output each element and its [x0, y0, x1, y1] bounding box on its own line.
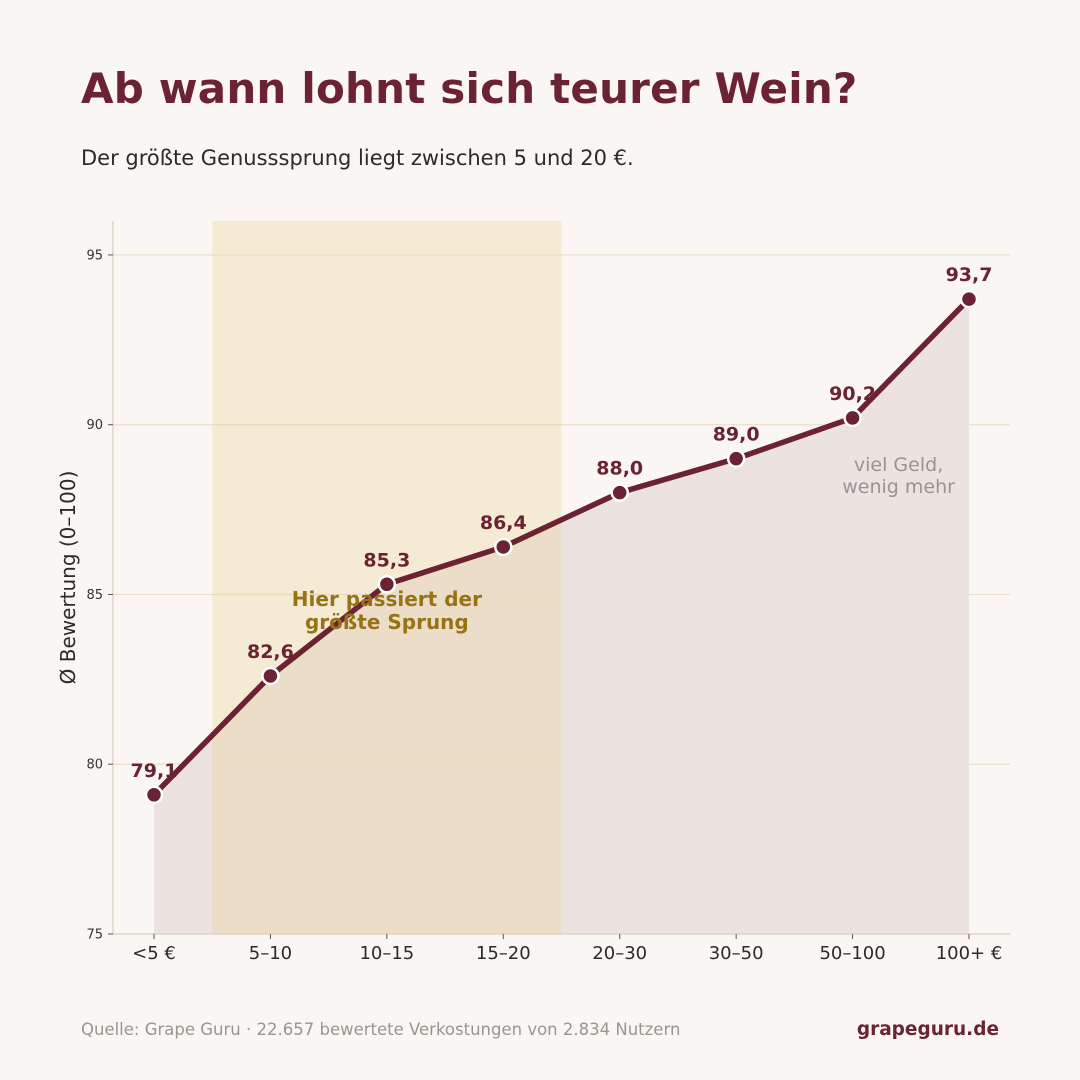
y-tick-label-75: 75 — [86, 928, 103, 943]
y-axis-label: Ø Bewertung (0–100) — [56, 471, 80, 685]
data-label-2: 85,3 — [363, 549, 410, 571]
data-point-0 — [144, 785, 164, 805]
highlight-label-line-2: größte Sprung — [305, 610, 469, 634]
data-point-5 — [726, 449, 746, 468]
x-tick-label-0: <5 € — [132, 943, 176, 964]
data-point-3 — [494, 537, 513, 557]
x-tick-label-3: 15–20 — [476, 943, 531, 964]
data-label-6: 90,2 — [829, 383, 876, 405]
chart-title: Ab wann lohnt sich teurer Wein? — [81, 64, 858, 113]
data-point-7 — [959, 289, 979, 309]
area-fill — [154, 299, 970, 935]
y-tick-label-90: 90 — [86, 418, 103, 433]
data-label-7: 93,7 — [946, 264, 993, 286]
data-point-6 — [843, 408, 862, 428]
data-label-1: 82,6 — [247, 641, 294, 663]
x-tick-label-7: 100+ € — [936, 943, 1003, 964]
data-point-2 — [377, 575, 397, 594]
price-rating-chart: 75 80 85 90 95 <5 € 5–10 10–15 15–20 20–30 30–50 50… — [56, 221, 1010, 964]
data-label-4: 88,0 — [596, 458, 643, 480]
source-note: Quelle: Grape Guru · 22.657 bewertete Ve… — [81, 1020, 681, 1039]
x-tick-label-4: 20–30 — [592, 943, 647, 964]
data-label-5: 89,0 — [713, 424, 760, 446]
highlight-label-line-1: Hier passiert der — [292, 587, 482, 611]
annotation-line-2: wenig mehr — [842, 476, 955, 498]
data-point-4 — [610, 483, 629, 502]
y-tick-label-85: 85 — [86, 588, 103, 603]
y-tick-label-95: 95 — [86, 248, 103, 263]
annotation-line-1: viel Geld, — [854, 454, 943, 476]
data-label-3: 86,4 — [480, 512, 527, 534]
data-label-0: 79,1 — [131, 760, 178, 782]
x-tick-label-6: 50–100 — [819, 943, 885, 964]
x-tick-label-2: 10–15 — [359, 943, 414, 964]
series-line — [151, 296, 972, 798]
x-tick-label-5: 30–50 — [709, 943, 764, 964]
data-point-1 — [261, 666, 280, 686]
y-tick-label-80: 80 — [86, 758, 103, 773]
chart-subtitle: Der größte Genusssprung liegt zwischen 5… — [81, 146, 634, 170]
x-tick-label-1: 5–10 — [249, 943, 292, 964]
brand-link[interactable]: grapeguru.de — [856, 1019, 999, 1040]
